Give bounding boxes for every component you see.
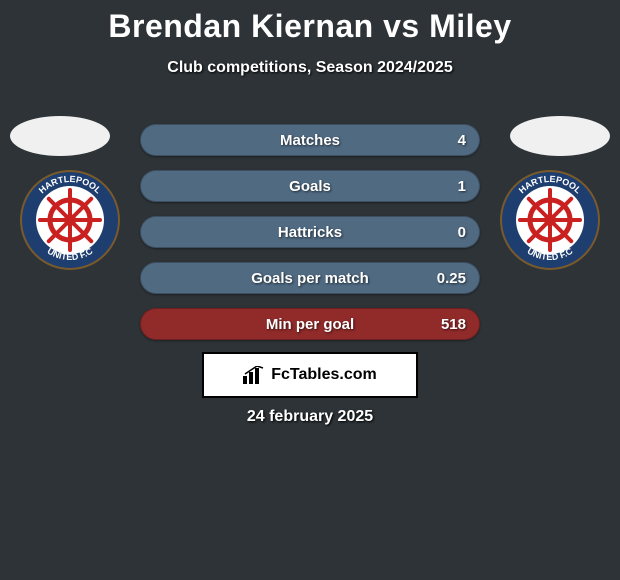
stat-label: Goals (140, 178, 480, 195)
stat-label: Min per goal (140, 316, 480, 333)
subtitle: Club competitions, Season 2024/2025 (0, 59, 620, 77)
stat-row: Min per goal518 (140, 308, 480, 340)
stat-row: Hattricks0 (140, 216, 480, 248)
stat-value-right: 518 (441, 316, 466, 333)
club-badge-left: HARTLEPOOLUNITED F.C (20, 170, 120, 270)
stat-label: Matches (140, 132, 480, 149)
club-badge-right: HARTLEPOOLUNITED F.C (500, 170, 600, 270)
date-line: 24 february 2025 (0, 408, 620, 426)
stat-row: Goals per match0.25 (140, 262, 480, 294)
stat-value-right: 4 (458, 132, 466, 149)
stat-row: Goals1 (140, 170, 480, 202)
stat-label: Hattricks (140, 224, 480, 241)
stats-container: Matches4Goals1Hattricks0Goals per match0… (140, 124, 480, 354)
page-title: Brendan Kiernan vs Miley (0, 0, 620, 45)
chart-icon (243, 366, 265, 384)
stat-value-right: 1 (458, 178, 466, 195)
stat-label: Goals per match (140, 270, 480, 287)
stat-value-right: 0 (458, 224, 466, 241)
brand-text: FcTables.com (271, 366, 377, 384)
player-photo-right (510, 116, 610, 156)
stat-value-right: 0.25 (437, 270, 466, 287)
stat-row: Matches4 (140, 124, 480, 156)
brand-box[interactable]: FcTables.com (202, 352, 418, 398)
player-photo-left (10, 116, 110, 156)
